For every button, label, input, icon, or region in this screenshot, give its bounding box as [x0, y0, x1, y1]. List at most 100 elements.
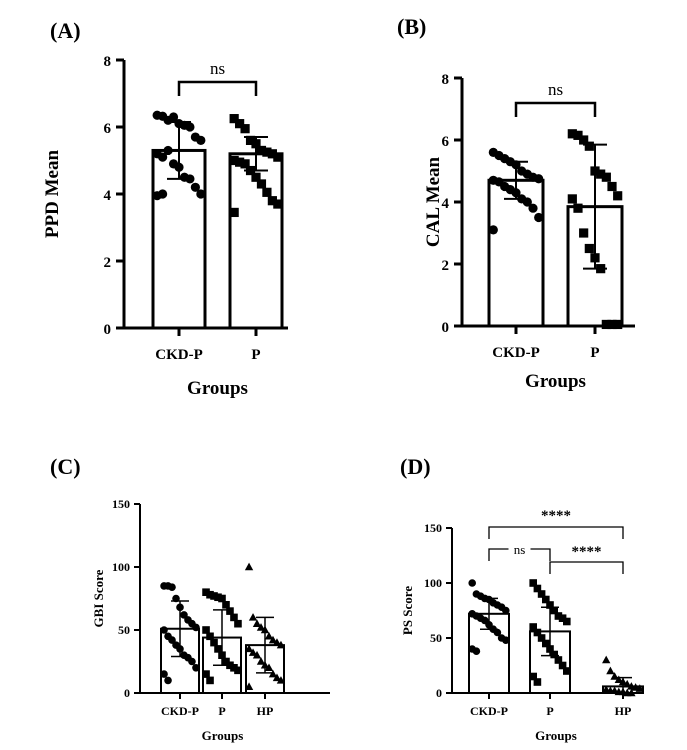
y-tick-label: 150: [112, 497, 130, 511]
data-point: [488, 225, 498, 235]
data-point: [234, 666, 242, 675]
data-point: [248, 648, 258, 656]
data-point: [168, 112, 179, 122]
data-point: [528, 203, 538, 213]
data-point: [256, 179, 267, 189]
data-point: [235, 157, 245, 167]
y-axis-title: CAL Mean: [423, 156, 444, 247]
data-point: [550, 650, 558, 659]
data-point: [558, 614, 567, 622]
x-tick-label: CKD-P: [155, 347, 203, 363]
x-tick-label: P: [251, 347, 260, 363]
data-point: [206, 676, 214, 685]
data-point: [563, 617, 571, 626]
data-point: [276, 676, 286, 684]
panel-label: (B): [397, 14, 426, 39]
data-point: [202, 670, 210, 678]
data-point: [185, 122, 195, 132]
data-point: [202, 588, 210, 596]
data-point: [546, 601, 554, 609]
x-axis-title: Groups: [525, 371, 586, 392]
data-point: [206, 632, 214, 641]
data-point: [168, 583, 176, 591]
data-point: [601, 319, 611, 330]
y-tick-label: 150: [424, 521, 442, 535]
data-point: [468, 579, 477, 587]
panel-label: (C): [50, 454, 81, 479]
data-point: [248, 613, 258, 621]
bar-ckd-p: [151, 148, 207, 330]
data-point: [245, 135, 256, 145]
data-point: [262, 187, 272, 197]
data-point: [190, 182, 200, 192]
data-point: [613, 319, 623, 330]
y-tick-label: 0: [124, 686, 130, 700]
data-point: [262, 147, 272, 157]
data-point: [160, 670, 168, 678]
x-tick-label: CKD-P: [161, 704, 199, 718]
data-point: [573, 203, 583, 213]
data-point: [542, 595, 550, 604]
data-point: [542, 639, 550, 648]
data-point: [567, 129, 577, 139]
data-point: [218, 594, 226, 603]
data-point: [158, 189, 168, 199]
data-point: [206, 590, 214, 599]
data-point: [607, 181, 617, 192]
data-point: [472, 647, 481, 655]
data-point: [613, 191, 623, 201]
data-point: [537, 590, 546, 598]
significance-label: ns: [514, 542, 526, 557]
x-tick-label: HP: [615, 704, 632, 718]
data-point: [276, 640, 286, 649]
data-point: [163, 145, 173, 156]
x-tick-label: CKD-P: [492, 345, 540, 361]
data-point: [534, 212, 544, 223]
data-point: [623, 679, 632, 688]
data-point: [230, 613, 238, 622]
data-point: [529, 623, 537, 631]
significance-bracket: [549, 561, 624, 574]
data-point: [202, 626, 210, 634]
y-tick-label: 50: [118, 623, 130, 637]
data-point: [229, 155, 239, 166]
chart-panel-3: (C) 0 50 100 150 CKD-P P HP GBI Score Groups: [50, 454, 330, 743]
data-point: [256, 145, 267, 156]
data-point: [267, 196, 277, 206]
significance-bracket: [177, 80, 258, 96]
data-point: [550, 606, 558, 615]
data-point: [606, 666, 615, 675]
significance-label: ****: [572, 544, 602, 560]
data-point: [188, 657, 196, 666]
data-point: [244, 682, 254, 690]
bar-ckd-p: [487, 178, 545, 328]
data-point: [264, 631, 274, 640]
data-point: [533, 584, 542, 593]
data-point: [579, 228, 589, 238]
significance-bracket: [514, 101, 597, 117]
data-point: [214, 593, 222, 602]
data-point: [210, 592, 218, 600]
data-point: [601, 172, 611, 182]
data-point: [158, 152, 168, 162]
data-point: [529, 579, 537, 587]
data-point: [602, 655, 611, 664]
x-axis-title: Groups: [187, 378, 248, 399]
significance-label: ****: [541, 508, 571, 524]
data-point: [244, 562, 254, 571]
data-point: [579, 135, 589, 145]
chart-panel-2: (B) 0 2 4 6 8 CKD-P P CAL Mean Groups ns: [397, 14, 635, 392]
data-point: [234, 619, 242, 628]
y-tick-label: 50: [430, 631, 442, 645]
y-tick-label: 0: [104, 322, 112, 338]
data-point: [584, 141, 594, 151]
data-point: [192, 623, 200, 632]
y-tick-label: 8: [442, 72, 450, 88]
data-point: [230, 664, 238, 672]
panel-label: (A): [50, 18, 81, 43]
y-tick-label: 100: [424, 576, 442, 590]
significance-label: ns: [548, 80, 563, 99]
chart-panel-1: (A) 0 2 4 6 8 CKD-P P PPD Mean Groups ns: [42, 18, 288, 399]
x-tick-label: CKD-P: [470, 704, 508, 718]
